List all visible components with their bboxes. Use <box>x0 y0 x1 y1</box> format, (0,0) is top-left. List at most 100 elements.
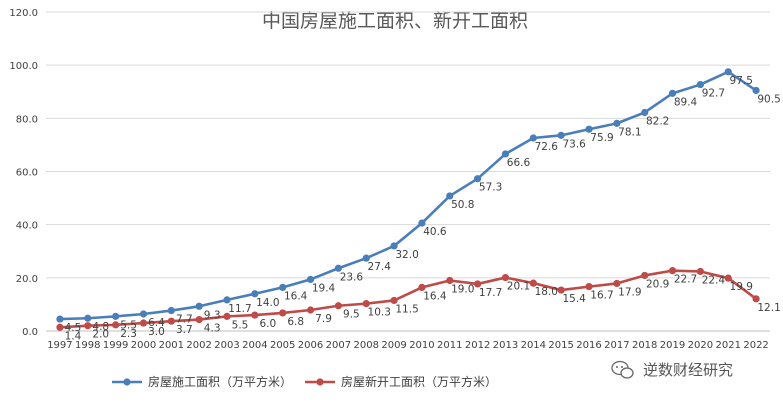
data-point[interactable] <box>195 302 203 310</box>
data-point[interactable] <box>474 175 482 183</box>
data-point[interactable] <box>112 321 120 329</box>
data-label: 3.7 <box>176 324 193 336</box>
chart-title: 中国房屋施工面积、新开工面积 <box>262 10 528 32</box>
data-label: 14.0 <box>256 297 279 309</box>
data-label: 7.7 <box>176 314 193 326</box>
data-label: 6.8 <box>287 316 304 328</box>
x-tick-label: 2003 <box>214 340 239 351</box>
data-point[interactable] <box>641 271 649 280</box>
data-point[interactable] <box>668 89 677 97</box>
data-label: 2.3 <box>120 328 137 340</box>
data-point[interactable] <box>279 283 287 292</box>
data-point[interactable] <box>501 150 510 158</box>
x-tick-label: 2021 <box>716 340 741 351</box>
y-tick-label: 0.0 <box>22 327 38 338</box>
x-tick-label: 2018 <box>632 340 657 351</box>
data-label: 9.3 <box>204 309 221 321</box>
data-label: 75.9 <box>590 132 613 144</box>
data-point[interactable] <box>279 309 287 317</box>
legend-label: 房屋施工面积（万平方米） <box>148 374 292 389</box>
data-point[interactable] <box>418 283 426 292</box>
data-label: 6.4 <box>148 317 165 329</box>
x-tick-label: 2009 <box>381 340 406 351</box>
x-tick-label: 2020 <box>688 340 713 351</box>
legend-item-1[interactable]: 房屋新开工面积（万平方米） <box>305 374 497 389</box>
data-point[interactable] <box>613 119 621 127</box>
data-point[interactable] <box>668 267 677 275</box>
data-point[interactable] <box>752 86 760 95</box>
x-tick-label: 1999 <box>103 340 128 351</box>
data-point[interactable] <box>334 264 342 272</box>
data-point[interactable] <box>474 280 482 288</box>
data-point[interactable] <box>223 312 231 320</box>
legend-item-0[interactable]: 房屋施工面积（万平方米） <box>112 374 292 389</box>
data-label: 92.7 <box>702 88 725 100</box>
data-point[interactable] <box>362 300 370 308</box>
data-point[interactable] <box>613 279 621 288</box>
data-point[interactable] <box>84 314 92 322</box>
data-label: 5.5 <box>120 319 137 331</box>
data-label: 4.3 <box>204 323 221 335</box>
data-point[interactable] <box>251 290 259 298</box>
data-label: 22.7 <box>674 274 697 286</box>
data-point[interactable] <box>334 302 342 310</box>
data-label: 50.8 <box>451 199 474 211</box>
data-point[interactable] <box>529 134 537 142</box>
data-point[interactable] <box>724 68 732 76</box>
data-point[interactable] <box>56 323 64 331</box>
data-label: 20.9 <box>646 278 669 290</box>
data-point[interactable] <box>724 274 732 282</box>
data-point[interactable] <box>306 275 315 284</box>
legend-label: 房屋新开工面积（万平方米） <box>341 374 497 389</box>
x-tick-label: 2014 <box>521 340 546 351</box>
data-label: 12.1 <box>757 302 780 314</box>
data-point[interactable] <box>139 310 148 318</box>
data-label: 9.5 <box>343 309 360 321</box>
data-point[interactable] <box>251 311 259 319</box>
data-point[interactable] <box>557 131 565 139</box>
data-label: 22.4 <box>702 274 726 286</box>
data-point[interactable] <box>501 273 510 282</box>
data-point[interactable] <box>696 80 704 89</box>
data-point[interactable] <box>390 296 398 305</box>
data-point[interactable] <box>641 108 649 117</box>
data-point[interactable] <box>529 279 537 287</box>
x-tick-label: 2006 <box>298 340 323 351</box>
data-point[interactable] <box>557 286 565 294</box>
data-label: 5.5 <box>232 319 249 331</box>
data-label: 82.2 <box>646 115 669 127</box>
data-label: 19.0 <box>451 283 474 295</box>
data-point[interactable] <box>195 315 203 324</box>
data-point[interactable] <box>446 192 454 200</box>
data-point[interactable] <box>306 306 315 314</box>
y-tick-label: 100.0 <box>9 61 38 72</box>
data-label: 23.6 <box>340 271 364 283</box>
gridlines <box>46 11 770 279</box>
legend[interactable]: 房屋施工面积（万平方米） 房屋新开工面积（万平方米） <box>112 374 497 389</box>
data-point[interactable] <box>139 319 148 327</box>
data-point[interactable] <box>112 312 120 320</box>
data-point[interactable] <box>585 125 593 133</box>
data-point[interactable] <box>390 242 398 250</box>
data-label: 90.5 <box>757 93 780 105</box>
data-point[interactable] <box>56 315 64 323</box>
data-label: 11.7 <box>228 303 251 315</box>
data-point[interactable] <box>446 276 454 285</box>
series-0 <box>56 68 760 323</box>
data-label: 40.6 <box>423 226 447 238</box>
data-point[interactable] <box>223 296 231 304</box>
data-label: 72.6 <box>535 141 559 153</box>
data-point[interactable] <box>167 306 175 315</box>
data-point[interactable] <box>585 283 593 291</box>
data-point[interactable] <box>362 254 370 262</box>
data-point[interactable] <box>696 267 704 276</box>
data-point[interactable] <box>167 317 175 325</box>
data-label: 17.7 <box>479 287 502 299</box>
series-layer <box>56 68 760 331</box>
y-tick-label: 80.0 <box>16 114 38 125</box>
data-point[interactable] <box>84 322 92 330</box>
data-point[interactable] <box>752 295 760 303</box>
data-point[interactable] <box>418 219 426 227</box>
x-tick-label: 2010 <box>409 340 434 351</box>
